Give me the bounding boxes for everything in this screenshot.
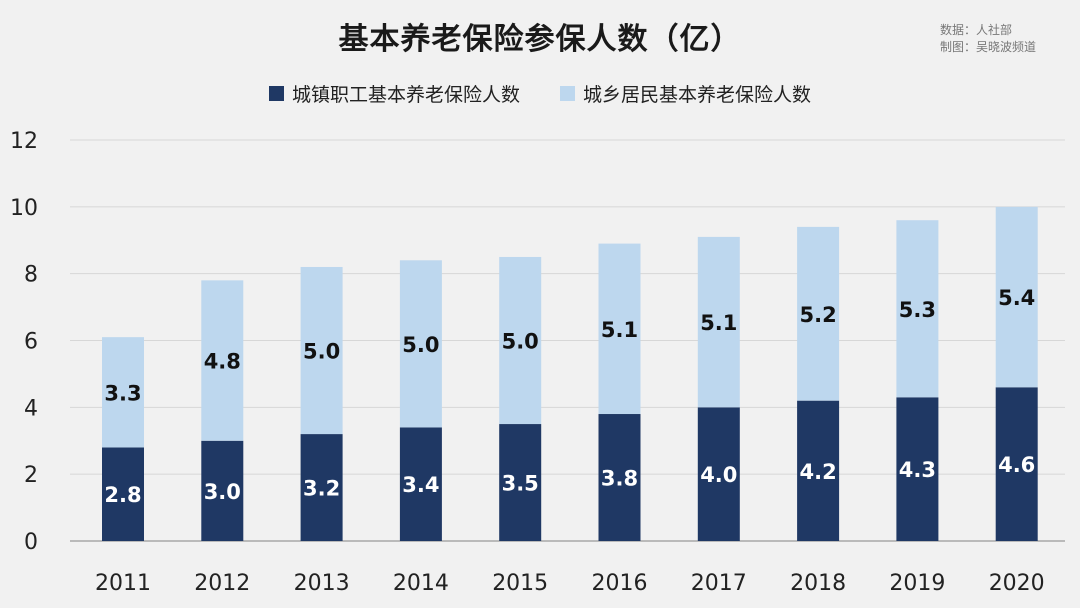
bar-segment-employee bbox=[102, 447, 144, 541]
y-tick-label: 10 bbox=[10, 196, 38, 221]
x-tick-label: 2016 bbox=[592, 571, 648, 596]
bar-segment-employee bbox=[201, 440, 244, 541]
data-label-resident: 5.1 bbox=[601, 318, 638, 342]
bar-segment-employee bbox=[499, 424, 542, 541]
bar-segment-resident bbox=[300, 266, 343, 435]
data-label-resident: 4.8 bbox=[204, 350, 241, 374]
x-tick-label: 2011 bbox=[95, 571, 151, 596]
bar-segment-employee bbox=[697, 407, 740, 541]
y-tick-label: 0 bbox=[24, 530, 38, 555]
y-tick-label: 12 bbox=[10, 129, 38, 154]
data-label-resident: 5.0 bbox=[402, 333, 439, 357]
legend-item-resident: 城乡居民基本养老保险人数 bbox=[560, 80, 811, 107]
x-tick-label: 2017 bbox=[691, 571, 747, 596]
x-tick-label: 2018 bbox=[790, 571, 846, 596]
bar-segment-employee bbox=[598, 414, 641, 541]
data-label-resident: 5.4 bbox=[998, 286, 1035, 310]
source-line-author: 制图：吴晓波频道 bbox=[940, 40, 1037, 54]
data-label-employee: 2.8 bbox=[104, 483, 141, 507]
bar-segment-resident bbox=[201, 280, 244, 441]
bar-segment-resident bbox=[697, 236, 740, 408]
bar-segment-resident bbox=[102, 337, 144, 448]
bar-segment-resident bbox=[499, 256, 542, 425]
legend-label-employee: 城镇职工基本养老保险人数 bbox=[291, 84, 520, 106]
bar-segment-employee bbox=[300, 434, 343, 541]
source-line-data: 数据：人社部 bbox=[940, 23, 1013, 37]
bar-segment-resident bbox=[896, 220, 939, 398]
bar-segment-resident bbox=[598, 243, 641, 415]
data-label-employee: 3.4 bbox=[402, 473, 439, 497]
x-tick-label: 2014 bbox=[393, 571, 449, 596]
data-label-employee: 4.3 bbox=[899, 458, 936, 482]
data-label-resident: 5.2 bbox=[799, 303, 836, 327]
x-tick-label: 2019 bbox=[889, 571, 945, 596]
y-tick-label: 2 bbox=[24, 463, 38, 488]
x-tick-label: 2012 bbox=[194, 571, 250, 596]
data-label-employee: 4.6 bbox=[998, 453, 1035, 477]
data-label-resident: 5.1 bbox=[700, 311, 737, 335]
bar-segment-employee bbox=[896, 397, 939, 541]
x-tick-label: 2015 bbox=[492, 571, 548, 596]
legend-swatch-employee bbox=[268, 86, 284, 101]
x-tick-label: 2020 bbox=[989, 571, 1045, 596]
legend-item-employee: 城镇职工基本养老保险人数 bbox=[268, 80, 520, 107]
data-label-employee: 3.0 bbox=[204, 480, 241, 504]
bar-segment-resident bbox=[399, 260, 442, 428]
source-note: 数据：人社部 制图：吴晓波频道 bbox=[940, 22, 1036, 56]
data-label-employee: 4.0 bbox=[700, 463, 737, 487]
legend-label-resident: 城乡居民基本养老保险人数 bbox=[583, 84, 812, 106]
bar-segment-employee bbox=[399, 427, 442, 541]
y-tick-label: 8 bbox=[24, 263, 38, 288]
data-label-employee: 3.2 bbox=[303, 477, 340, 501]
y-tick-label: 4 bbox=[24, 396, 38, 421]
data-label-resident: 5.0 bbox=[303, 340, 340, 364]
bar-segment-employee bbox=[797, 400, 840, 541]
data-label-resident: 3.3 bbox=[104, 381, 141, 405]
legend: 城镇职工基本养老保险人数 城乡居民基本养老保险人数 bbox=[0, 80, 1080, 107]
data-label-employee: 4.2 bbox=[799, 460, 836, 484]
legend-swatch-resident bbox=[560, 86, 575, 101]
x-tick-label: 2013 bbox=[294, 571, 350, 596]
y-tick-label: 6 bbox=[24, 330, 38, 355]
bar-segment-resident bbox=[995, 206, 1038, 388]
bar-segment-resident bbox=[797, 226, 840, 401]
data-label-resident: 5.3 bbox=[899, 298, 936, 322]
data-label-employee: 3.8 bbox=[601, 467, 638, 491]
chart-title: 基本养老保险参保人数（亿） bbox=[338, 22, 742, 57]
data-label-resident: 5.0 bbox=[502, 330, 539, 354]
data-label-employee: 3.5 bbox=[502, 472, 539, 496]
bar-segment-employee bbox=[995, 387, 1038, 541]
